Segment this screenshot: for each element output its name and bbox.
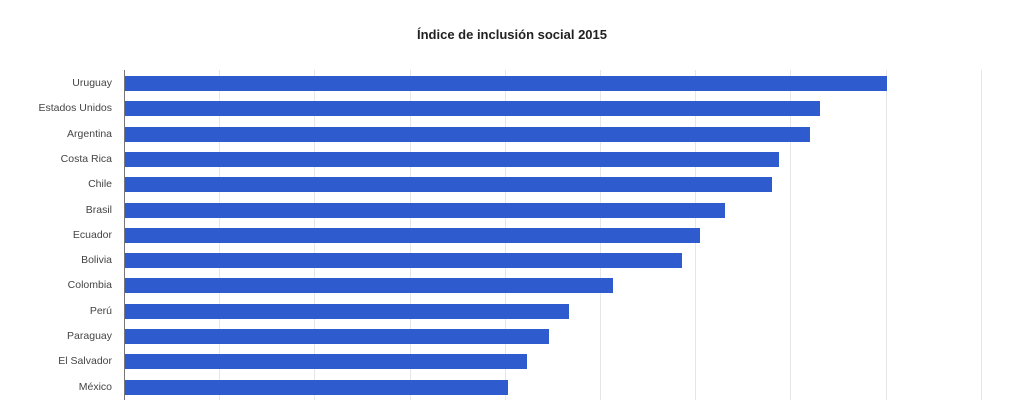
- bar[interactable]: [125, 177, 773, 193]
- bar[interactable]: [125, 379, 508, 395]
- bar-row: Uruguay: [0, 72, 1024, 97]
- category-label: México: [78, 380, 112, 393]
- category-label: Estados Unidos: [38, 102, 112, 115]
- category-label: Chile: [88, 178, 112, 191]
- bar[interactable]: [125, 151, 780, 167]
- bar-row: Paraguay: [0, 325, 1024, 350]
- bar-row: México: [0, 376, 1024, 401]
- bar-row: Bolivia: [0, 249, 1024, 274]
- bar[interactable]: [125, 76, 887, 91]
- chart-title: Índice de inclusión social 2015: [416, 27, 608, 42]
- category-label: Brasil: [85, 203, 112, 216]
- bar[interactable]: [125, 101, 820, 117]
- category-label: Paraguay: [67, 330, 112, 342]
- category-label: El Salvador: [58, 355, 112, 368]
- bar-row: Colombia: [0, 274, 1024, 299]
- category-label: Argentina: [67, 127, 112, 140]
- bar[interactable]: [125, 202, 725, 218]
- bar-row: El Salvador: [0, 350, 1024, 375]
- category-label: Bolivia: [81, 254, 112, 267]
- bar[interactable]: [125, 354, 527, 370]
- bar[interactable]: [125, 278, 614, 294]
- category-label: Ecuador: [72, 228, 112, 241]
- bar[interactable]: [125, 329, 549, 344]
- bar-row: Estados Unidos: [0, 97, 1024, 122]
- gridline: [980, 70, 982, 400]
- bar-row: Argentina: [0, 123, 1024, 148]
- bar[interactable]: [125, 253, 682, 269]
- category-label: Costa Rica: [60, 152, 112, 165]
- gridline: [790, 70, 792, 400]
- y-axis-line: [124, 70, 125, 400]
- bar-row: Chile: [0, 173, 1024, 198]
- category-label: Colombia: [67, 279, 112, 292]
- bar-row: Ecuador: [0, 224, 1024, 249]
- bar-row: Perú: [0, 300, 1024, 325]
- bar[interactable]: [125, 227, 700, 243]
- category-label: Perú: [89, 304, 112, 317]
- bar[interactable]: [125, 126, 811, 142]
- category-label: Uruguay: [72, 77, 112, 89]
- bar-row: Costa Rica: [0, 148, 1024, 173]
- bar-row: Brasil: [0, 199, 1024, 224]
- gridline: [885, 70, 887, 400]
- bar[interactable]: [125, 303, 569, 319]
